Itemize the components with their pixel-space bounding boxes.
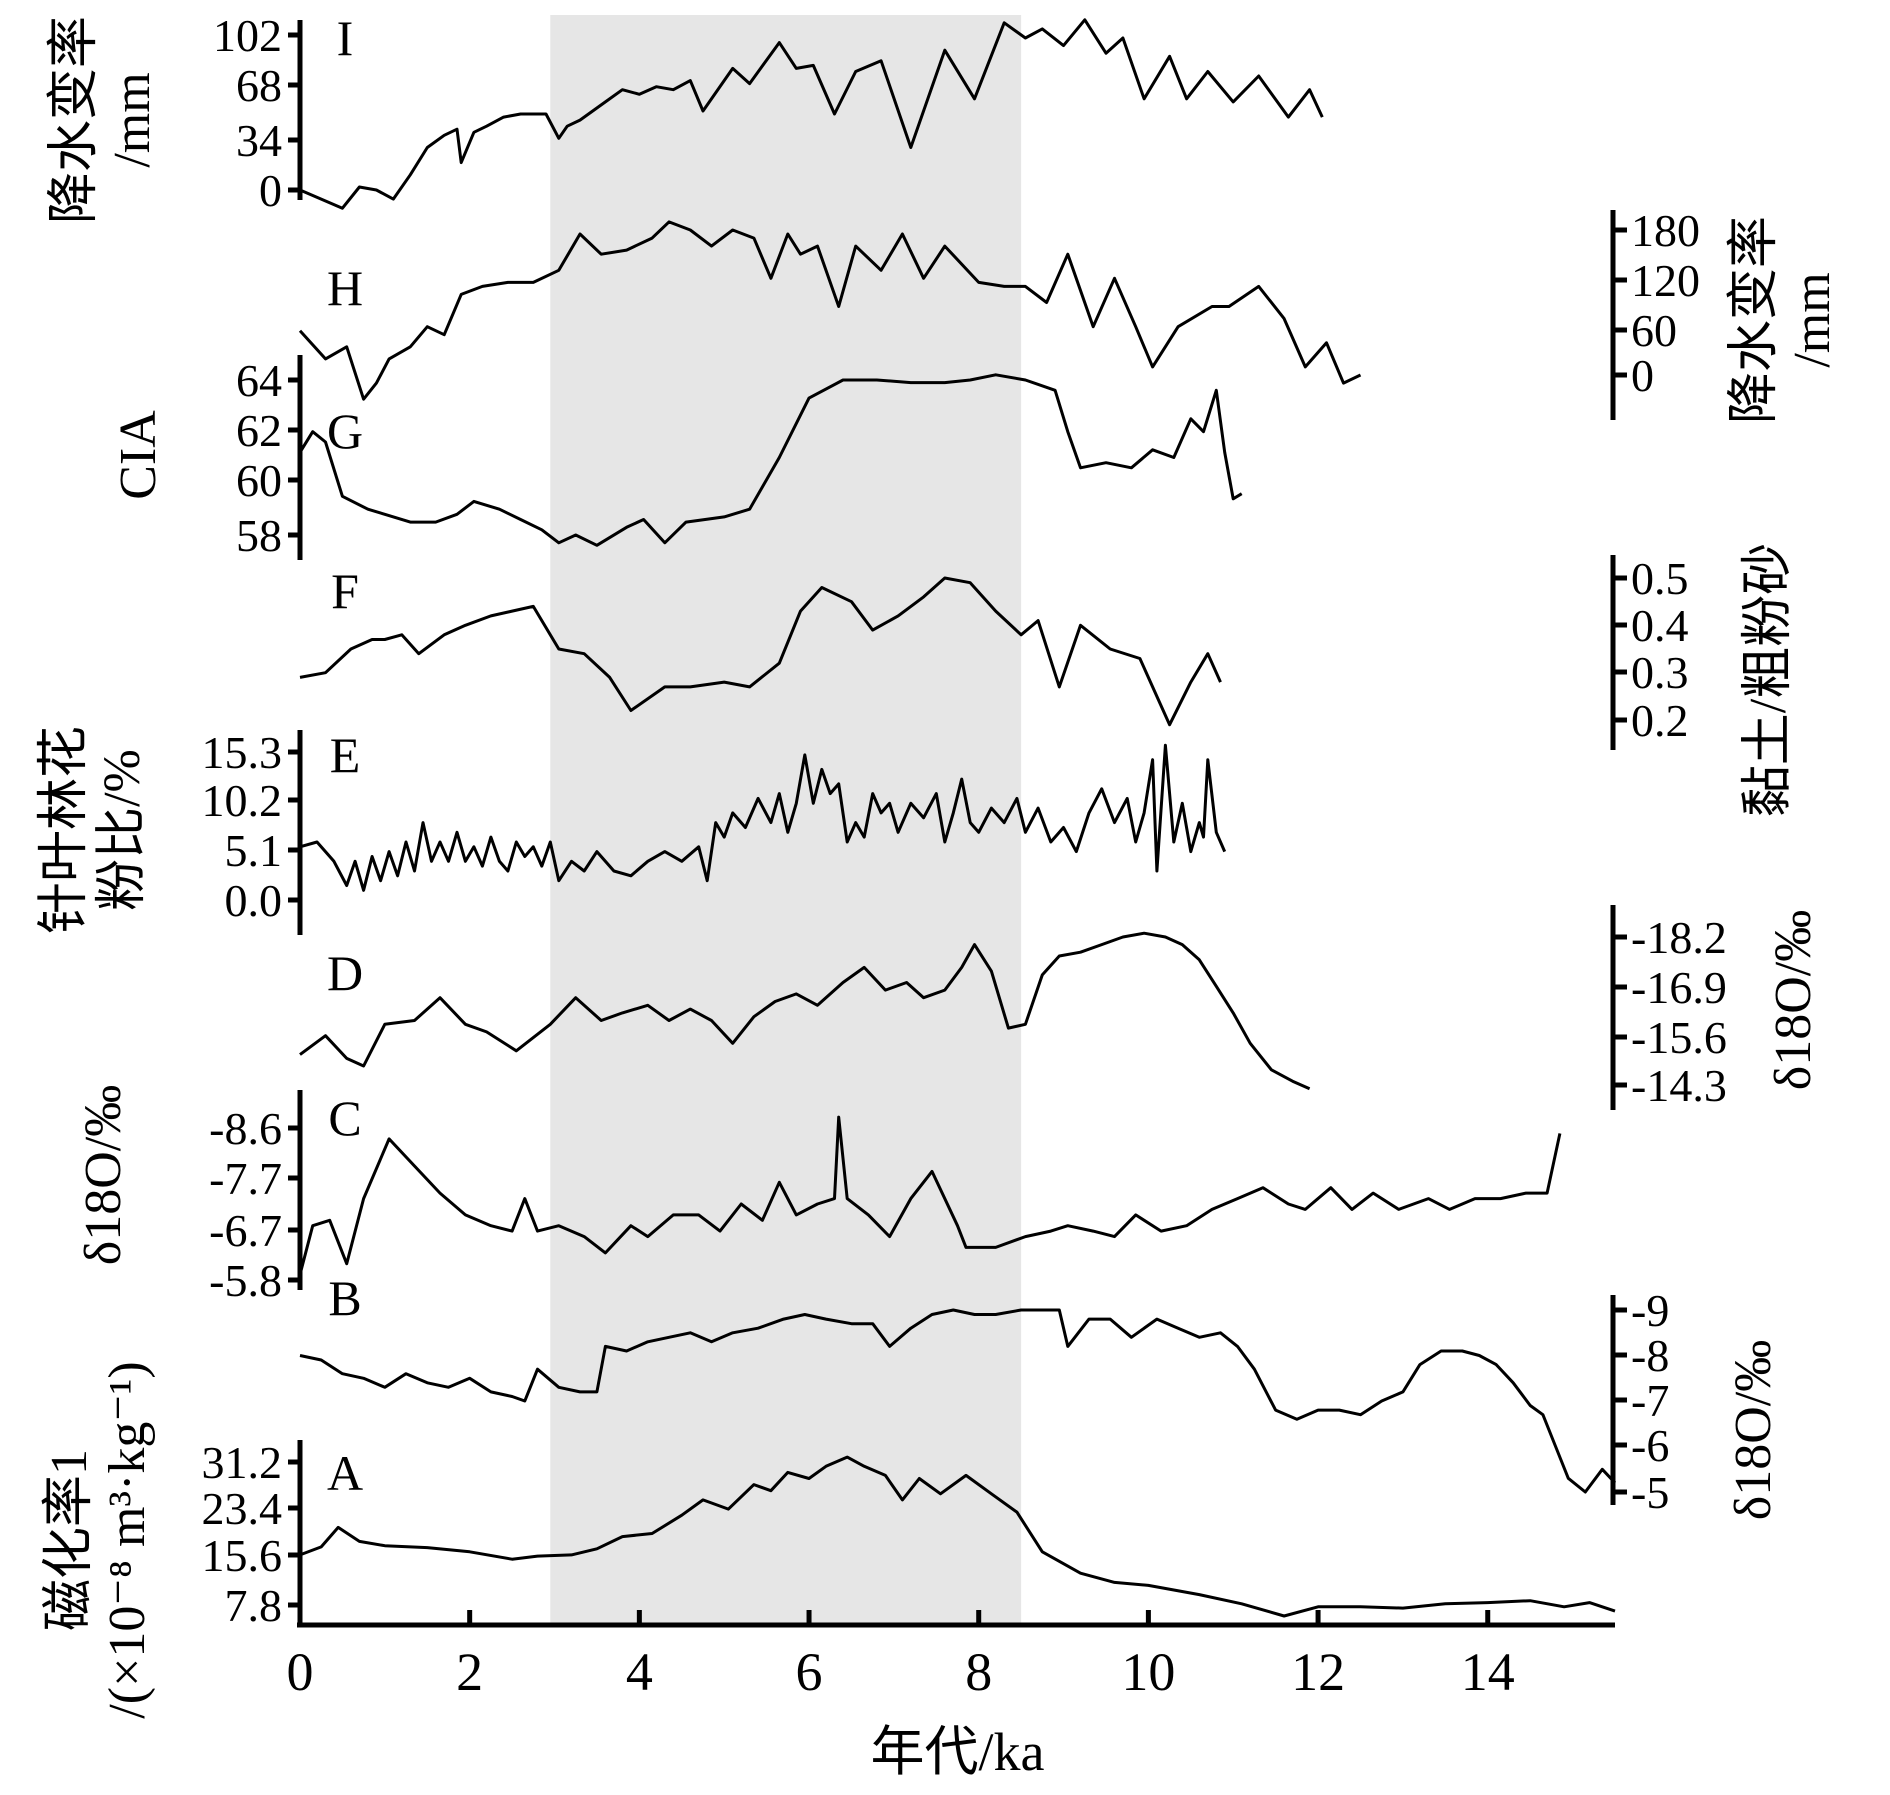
- y-axis-label-E: 针叶林花粉比/%: [36, 726, 151, 934]
- series-D-line: [299, 931, 1311, 1091]
- series-B-line: [299, 1308, 1617, 1494]
- y-tick-label-H: 0: [1631, 350, 1654, 401]
- y-tick-label-G: 60: [236, 455, 282, 506]
- series-F-line: [299, 576, 1222, 727]
- y-tick-label-A: 23.4: [202, 1483, 283, 1534]
- y-tick-label-I: 68: [236, 60, 282, 111]
- y-tick-label-I: 102: [213, 10, 282, 61]
- y-axis-label-F: 黏土/粗粉砂: [1740, 543, 1797, 817]
- y-tick-label-D: -18.2: [1631, 912, 1727, 963]
- y-tick-label-H: 180: [1631, 205, 1700, 256]
- y-axis-label-B: δ18O/‰: [1725, 1340, 1782, 1521]
- y-axis-label-line: /mm: [1784, 272, 1841, 367]
- y-axis-label-I: 降水变率/mm: [46, 16, 161, 224]
- panel-label-F: F: [331, 563, 359, 619]
- y-tick-label-E: 0.0: [225, 875, 283, 926]
- y-axis-label-line: δ18O/‰: [75, 1085, 132, 1266]
- x-axis-label: 年代/ka: [871, 1722, 1045, 1782]
- panel-D: -18.2-16.9-15.6-14.3 D δ18O/‰: [299, 905, 1822, 1111]
- y-axis-label-line: /mm: [104, 72, 161, 167]
- y-tick-label-G: 64: [236, 355, 282, 406]
- y-tick-label-I: 0: [259, 165, 282, 216]
- y-tick-label-C: -6.7: [209, 1205, 282, 1256]
- y-axis-label-line: CIA: [110, 410, 167, 500]
- y-axis-label-A: 磁化率1/(×10⁻⁸ m³·kg⁻¹): [41, 1361, 156, 1718]
- panel-A: 31.223.415.67.8 A 磁化率1/(×10⁻⁸ m³·kg⁻¹): [41, 1361, 1616, 1719]
- panel-E: 15.310.25.10.0 E 针叶林花粉比/%: [36, 726, 1227, 935]
- y-tick-label-A: 31.2: [202, 1437, 283, 1488]
- panel-label-C: C: [328, 1090, 361, 1146]
- y-tick-label-G: 58: [236, 510, 282, 561]
- y-tick-label-B: -8: [1631, 1330, 1669, 1381]
- x-axis: 0 2 4 6 8 10 12 14 年代/ka: [287, 1610, 1615, 1782]
- x-tick-label: 2: [456, 1642, 483, 1702]
- y-tick-label-D: -14.3: [1631, 1060, 1727, 1111]
- y-axis-label-line: 降水变率: [46, 16, 103, 224]
- y-tick-label-I: 34: [236, 115, 282, 166]
- series-G-line: [298, 373, 1243, 547]
- x-tick-label: 8: [965, 1642, 992, 1702]
- y-tick-label-G: 62: [236, 405, 282, 456]
- series-H-line: [298, 220, 1362, 401]
- panel-label-I: I: [337, 10, 354, 66]
- panel-label-A: A: [327, 1445, 363, 1501]
- series-E-line: [299, 743, 1227, 892]
- panel-F: 0.50.40.30.2 F 黏土/粗粉砂: [299, 543, 1797, 817]
- y-axis-label-C: δ18O/‰: [75, 1085, 132, 1266]
- y-tick-label-E: 5.1: [225, 825, 283, 876]
- series-I-line: [299, 18, 1324, 210]
- y-tick-label-A: 7.8: [225, 1580, 283, 1631]
- panel-label-B: B: [328, 1270, 361, 1326]
- panel-label-D: D: [327, 945, 363, 1001]
- y-tick-label-D: -16.9: [1631, 962, 1727, 1013]
- y-tick-label-C: -8.6: [209, 1103, 282, 1154]
- x-tick-label: 12: [1291, 1642, 1345, 1702]
- x-tick-label: 6: [796, 1642, 823, 1702]
- y-tick-label-E: 10.2: [202, 775, 283, 826]
- x-tick-label: 4: [626, 1642, 653, 1702]
- y-tick-label-B: -7: [1631, 1375, 1669, 1426]
- y-axis-label-line: δ18O/‰: [1725, 1340, 1782, 1521]
- y-tick-label-B: -6: [1631, 1420, 1669, 1471]
- y-tick-label-F: 0.3: [1631, 647, 1689, 698]
- y-tick-label-F: 0.5: [1631, 553, 1689, 604]
- y-axis-label-line: 降水变率: [1726, 216, 1783, 424]
- y-tick-label-H: 60: [1631, 305, 1677, 356]
- x-tick-label: 0: [287, 1642, 314, 1702]
- y-axis-label-line: 针叶林花: [36, 726, 93, 934]
- y-tick-label-C: -7.7: [209, 1153, 282, 1204]
- series-A-line: [299, 1455, 1616, 1618]
- panel-label-G: G: [327, 403, 363, 459]
- series-C-line: [298, 1115, 1562, 1275]
- y-axis-label-line: 粉比/%: [94, 749, 151, 911]
- y-tick-label-E: 15.3: [202, 727, 283, 778]
- y-axis-label-H: 降水变率/mm: [1726, 216, 1841, 424]
- y-axis-label-line: δ18O/‰: [1765, 910, 1822, 1091]
- y-axis-label-line: 磁化率1: [41, 1449, 98, 1631]
- y-axis-label-D: δ18O/‰: [1765, 910, 1822, 1091]
- panel-label-E: E: [330, 727, 361, 783]
- y-tick-label-D: -15.6: [1631, 1012, 1727, 1063]
- x-tick-label: 10: [1121, 1642, 1175, 1702]
- y-axis-label-line: /(×10⁻⁸ m³·kg⁻¹): [99, 1361, 156, 1718]
- y-tick-label-A: 15.6: [202, 1530, 283, 1581]
- panel-label-H: H: [327, 260, 363, 316]
- y-tick-label-B: -9: [1631, 1285, 1669, 1336]
- y-tick-label-C: -5.8: [209, 1255, 282, 1306]
- y-tick-label-H: 120: [1631, 255, 1700, 306]
- x-tick-label: 14: [1461, 1642, 1515, 1702]
- y-axis-label-G: CIA: [110, 410, 167, 500]
- y-axis-label-line: 黏土/粗粉砂: [1740, 543, 1797, 817]
- y-tick-label-B: -5: [1631, 1467, 1669, 1518]
- y-tick-label-F: 0.2: [1631, 695, 1689, 746]
- y-tick-label-F: 0.4: [1631, 600, 1689, 651]
